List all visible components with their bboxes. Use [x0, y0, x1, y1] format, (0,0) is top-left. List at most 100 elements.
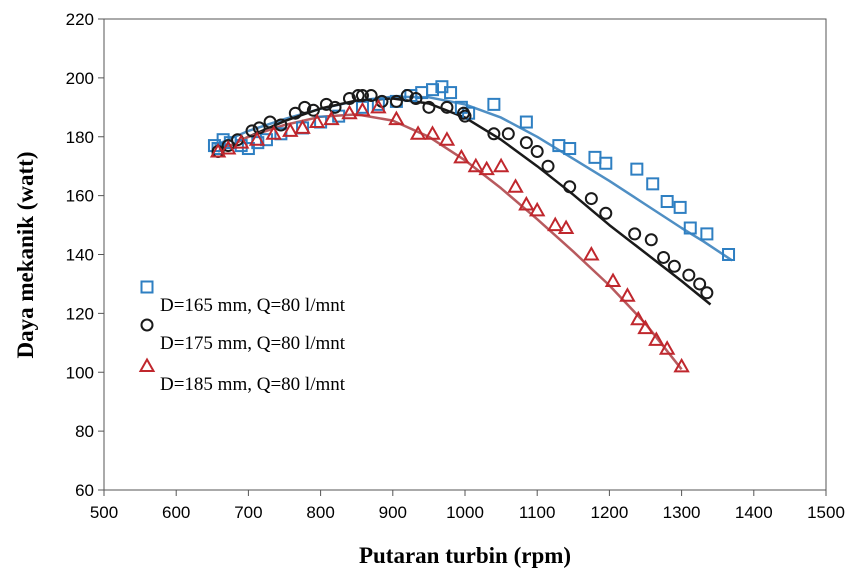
circle-data-point [501, 127, 515, 141]
square-data-point [683, 221, 697, 235]
square-data-point [700, 227, 714, 241]
triangle-data-point [294, 119, 311, 134]
circle-data-point [288, 106, 302, 120]
triangle-data-point [619, 287, 636, 302]
circle-data-point [628, 227, 642, 241]
triangle-data-point [467, 157, 485, 173]
square-data-point [563, 142, 577, 156]
circle-data-point [298, 100, 312, 114]
triangle-data-point [630, 310, 647, 326]
circle-data-point [328, 100, 342, 114]
circle-data-point [700, 286, 714, 300]
y-tick-label: 120 [66, 304, 94, 323]
triangle-data-point [492, 157, 510, 173]
circle-data-point [409, 91, 423, 105]
triangle-data-point [557, 219, 575, 235]
x-tick-label: 800 [306, 503, 334, 522]
y-tick-label: 220 [66, 10, 94, 29]
triangle-data-point [282, 122, 299, 137]
circle-data-point [342, 91, 356, 105]
legend: D=165 mm, Q=80 l/mnt D=175 mm, Q=80 l/mnt… [138, 280, 346, 395]
x-axis: 500 600 700 800 900 1000 1100 1200 1300 1400 1500 [90, 490, 845, 522]
square-data-point [444, 86, 458, 100]
circle-data-point [530, 144, 544, 158]
circle-data-point [245, 124, 259, 138]
square-data-point [588, 150, 602, 164]
y-tick-label: 100 [66, 363, 94, 382]
y-axis-title: Daya mekanik (watt) [13, 152, 38, 359]
triangle-data-point [478, 160, 495, 176]
plot-area-frame [103, 18, 827, 491]
x-tick-label: 500 [90, 503, 118, 522]
x-tick-label: 700 [234, 503, 262, 522]
x-tick-label: 1300 [663, 503, 701, 522]
circle-data-point [306, 103, 320, 117]
data-markers [207, 80, 736, 373]
x-axis-title: Putaran turbin (rpm) [359, 543, 571, 568]
triangle-data-point [409, 125, 427, 140]
triangle-data-point [388, 110, 405, 126]
triangle-data-point [341, 104, 358, 120]
circle-data-point [657, 250, 671, 264]
triangle-data-point [507, 178, 524, 193]
triangle-data-point [604, 272, 622, 287]
circle-data-point [644, 233, 658, 247]
triangle-data-point [265, 125, 282, 140]
triangle-data-point [370, 98, 387, 114]
circle-data-point [693, 277, 707, 291]
square-data-point [660, 195, 674, 209]
circle-series-trend-line [217, 97, 712, 306]
circle-data-point [440, 100, 454, 114]
circle-data-point [252, 121, 266, 135]
triangle-data-point [648, 331, 665, 346]
y-axis: 60 80 100 120 140 160 180 200 220 [66, 10, 104, 500]
square-legend-swatch [140, 280, 154, 294]
circle-data-point [274, 118, 288, 132]
triangle-data-point [518, 195, 535, 211]
triangle-data-point [438, 131, 456, 146]
triangle-data-point [528, 201, 546, 217]
y-tick-label: 140 [66, 246, 94, 265]
circle-data-point [458, 109, 472, 123]
x-tick-label: 1200 [590, 503, 628, 522]
circle-data-point [355, 89, 369, 103]
circle-data-point [351, 89, 365, 103]
square-data-point [599, 156, 613, 170]
x-tick-label: 1100 [519, 503, 556, 522]
y-tick-label: 160 [66, 187, 94, 206]
circle-data-point [667, 259, 681, 273]
triangle-series-trend-line [217, 113, 683, 371]
trend-lines [214, 95, 733, 371]
circle-data-point [563, 180, 577, 194]
circle-data-point [422, 100, 436, 114]
triangle-data-point [308, 113, 326, 129]
square-data-point [722, 248, 736, 261]
triangle-data-point [248, 131, 266, 146]
circle-data-point [400, 89, 414, 103]
legend-label: D=165 mm, Q=80 l/mnt [160, 295, 346, 316]
circle-data-point [364, 89, 378, 103]
y-tick-label: 180 [66, 128, 94, 147]
x-tick-label: 1000 [446, 503, 484, 522]
triangle-data-point [673, 357, 690, 373]
x-tick-label: 900 [379, 503, 407, 522]
y-tick-label: 80 [75, 422, 94, 441]
triangle-data-point [219, 139, 237, 155]
circle-data-point [319, 97, 333, 111]
legend-label: D=175 mm, Q=80 l/mnt [160, 333, 346, 354]
triangle-legend-swatch [138, 357, 156, 372]
circle-data-point [519, 136, 533, 150]
x-tick-label: 1500 [807, 503, 845, 522]
triangle-data-point [583, 245, 600, 261]
square-data-point [519, 115, 533, 129]
triangle-data-point [232, 134, 250, 149]
square-data-point [462, 106, 476, 120]
triangle-data-point [209, 142, 227, 158]
circle-data-point [599, 206, 613, 220]
x-tick-label: 1400 [735, 503, 773, 522]
triangle-data-point [453, 148, 470, 164]
triangle-data-point [354, 101, 371, 117]
y-tick-label: 200 [66, 69, 94, 88]
circle-data-point [541, 159, 555, 173]
